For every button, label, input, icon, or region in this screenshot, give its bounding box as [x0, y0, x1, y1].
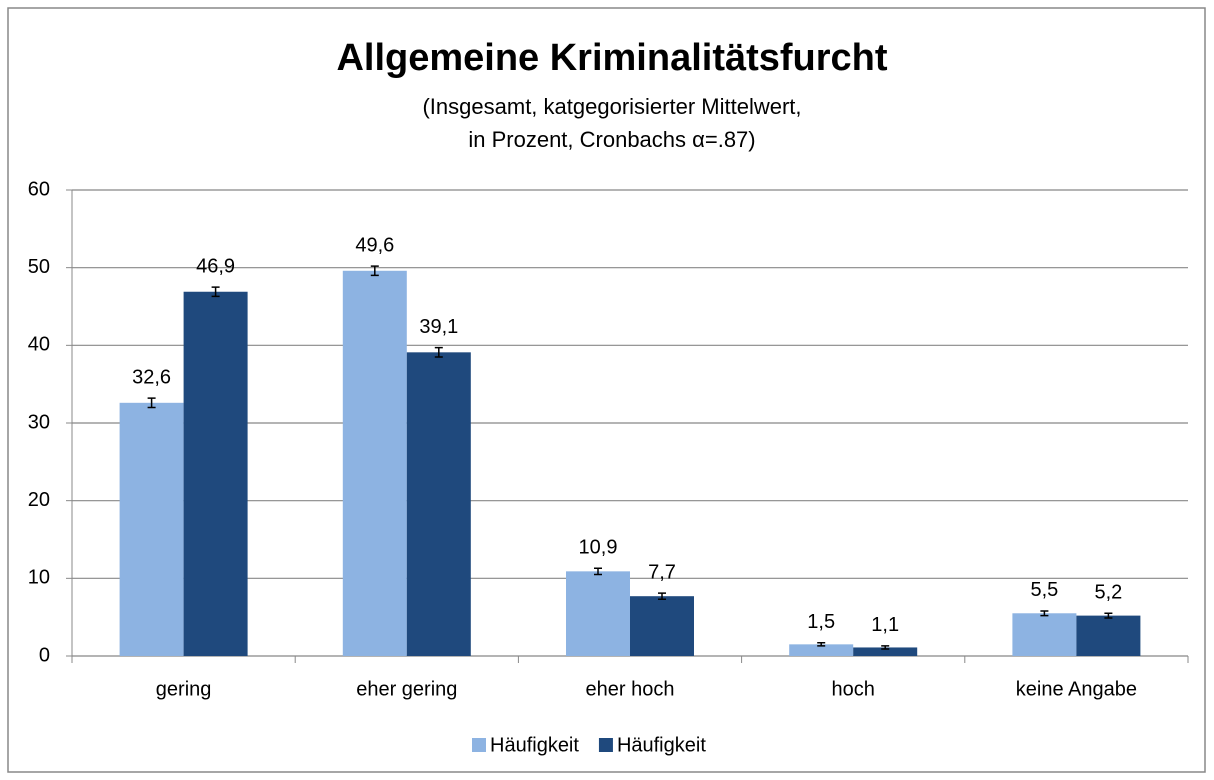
x-tick-label: keine Angabe [1016, 678, 1137, 700]
error-bar [881, 645, 890, 650]
data-label: 46,9 [196, 255, 235, 277]
bar [630, 596, 694, 656]
bar [566, 571, 630, 656]
data-label: 10,9 [579, 537, 618, 559]
error-bar [370, 265, 379, 277]
data-label: 39,1 [419, 316, 458, 338]
data-label: 5,5 [1030, 579, 1058, 601]
error-bar [658, 592, 666, 601]
bar [119, 402, 184, 656]
bar [1076, 615, 1141, 656]
y-tick-label: 0 [39, 644, 50, 666]
data-label: 5,2 [1094, 582, 1122, 604]
bar [183, 291, 248, 656]
legend-label: Häufigkeit [490, 734, 579, 756]
y-tick-label: 30 [28, 411, 50, 433]
x-tick-label: hoch [832, 678, 875, 700]
legend-swatch [472, 738, 486, 752]
error-bar [434, 346, 443, 358]
legend-swatch [598, 738, 613, 752]
y-tick-label: 20 [28, 489, 50, 511]
error-bar [1104, 612, 1113, 619]
error-bar [1040, 610, 1049, 617]
data-label: 49,6 [355, 234, 394, 256]
data-label: 32,6 [132, 366, 171, 388]
chart-subtitle: in Prozent, Cronbachs α=.87) [468, 127, 755, 152]
y-tick-label: 40 [28, 334, 50, 356]
bar [406, 352, 471, 656]
y-tick-label: 50 [28, 256, 50, 278]
bar [853, 647, 918, 656]
error-bar [594, 567, 602, 576]
y-tick-label: 10 [28, 567, 50, 589]
data-label: 1,1 [871, 614, 899, 636]
x-tick-label: gering [156, 678, 212, 700]
legend-label: Häufigkeit [617, 734, 706, 756]
y-tick-label: 60 [28, 178, 50, 200]
x-tick-label: eher gering [356, 678, 457, 700]
bar [789, 644, 854, 656]
x-tick-label: eher hoch [586, 678, 675, 700]
data-label: 7,7 [648, 561, 676, 583]
error-bar [211, 286, 220, 298]
data-label: 1,5 [807, 611, 835, 633]
error-bar [817, 642, 826, 647]
chart-subtitle: (Insgesamt, katgegorisierter Mittelwert, [422, 94, 801, 119]
bar [1012, 613, 1077, 656]
error-bar [147, 397, 156, 409]
chart-title: Allgemeine Kriminalitätsfurcht [336, 37, 887, 79]
bar [342, 270, 407, 656]
